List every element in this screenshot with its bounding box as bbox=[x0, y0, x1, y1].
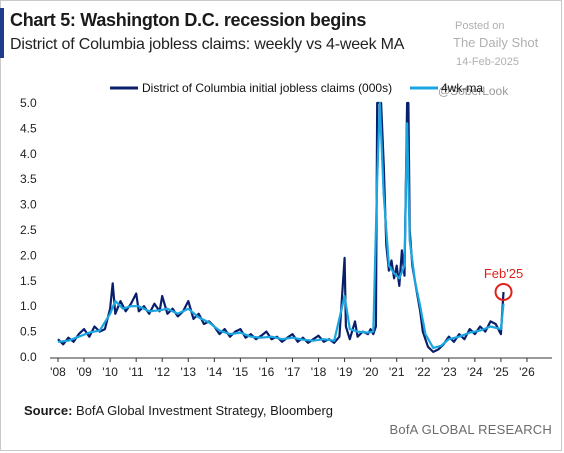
y-tick-label: 0.5 bbox=[20, 325, 37, 339]
y-tick-label: 2.0 bbox=[20, 248, 37, 262]
x-tick-label: '20 bbox=[363, 365, 379, 379]
y-tick-label: 0.0 bbox=[20, 350, 37, 364]
y-tick-label: 2.5 bbox=[20, 223, 37, 237]
series-line-weekly-claims bbox=[57, 101, 505, 353]
chart-series bbox=[57, 101, 505, 353]
y-tick-label: 4.0 bbox=[20, 147, 37, 161]
source-note: Source: BofA Global Investment Strategy,… bbox=[24, 403, 333, 418]
x-tick-label: '23 bbox=[441, 365, 457, 379]
chart-title: Chart 5: Washington D.C. recession begin… bbox=[10, 10, 367, 30]
watermark-source: The Daily Shot bbox=[453, 35, 539, 50]
x-tick-label: '19 bbox=[337, 365, 353, 379]
source-label: Source: bbox=[24, 403, 73, 418]
x-tick-label: '15 bbox=[233, 365, 249, 379]
y-tick-label: 3.0 bbox=[20, 198, 37, 212]
x-tick-label: '08 bbox=[50, 365, 66, 379]
title-accent-bar bbox=[0, 8, 4, 58]
y-axis-ticks: 0.0 0.5 1.0 1.5 2.0 2.5 3.0 3.5 4.0 4.5 5.0 bbox=[20, 96, 37, 364]
y-tick-label: 3.5 bbox=[20, 172, 37, 186]
y-tick-label: 1.5 bbox=[20, 274, 37, 288]
watermark-date: 14-Feb-2025 bbox=[456, 56, 519, 68]
x-tick-label: '17 bbox=[285, 365, 301, 379]
chart-subtitle: District of Columbia jobless claims: wee… bbox=[10, 36, 405, 53]
source-text: BofA Global Investment Strategy, Bloombe… bbox=[72, 403, 334, 418]
x-axis-ticks: '08 '09 '10 '11 '12 '13 '14 '15 '16 '17 '18 '19 '20 '… bbox=[50, 358, 535, 379]
x-tick-label: '25 bbox=[493, 365, 509, 379]
x-tick-label: '24 bbox=[467, 365, 483, 379]
y-tick-label: 1.0 bbox=[20, 299, 37, 313]
annotation-label: Feb'25 bbox=[484, 266, 523, 281]
chart-annotation: Feb'25 bbox=[484, 266, 523, 301]
legend-label-weekly: District of Columbia initial jobless cla… bbox=[142, 81, 392, 95]
x-tick-label: '22 bbox=[415, 365, 431, 379]
x-tick-label: '26 bbox=[519, 365, 535, 379]
x-tick-label: '10 bbox=[102, 365, 118, 379]
x-tick-label: '09 bbox=[76, 365, 92, 379]
x-tick-label: '16 bbox=[259, 365, 275, 379]
annotation-circle bbox=[494, 282, 513, 301]
watermark-posted-on: Posted on bbox=[455, 20, 505, 32]
watermark-handle: @SoberLook bbox=[438, 84, 509, 98]
x-tick-label: '18 bbox=[311, 365, 327, 379]
y-tick-label: 5.0 bbox=[20, 96, 37, 110]
y-tick-label: 4.5 bbox=[20, 121, 37, 135]
x-tick-label: '14 bbox=[207, 365, 223, 379]
brand-footer: BofA GLOBAL RESEARCH bbox=[389, 422, 552, 437]
chart-legend: District of Columbia initial jobless cla… bbox=[110, 81, 483, 95]
x-tick-label: '13 bbox=[180, 365, 196, 379]
x-tick-label: '11 bbox=[129, 365, 144, 379]
legend-label-ma: 4wk-ma bbox=[441, 81, 483, 95]
x-tick-label: '12 bbox=[154, 365, 170, 379]
x-tick-label: '21 bbox=[389, 365, 405, 379]
series-line-4wk-ma bbox=[57, 101, 505, 349]
